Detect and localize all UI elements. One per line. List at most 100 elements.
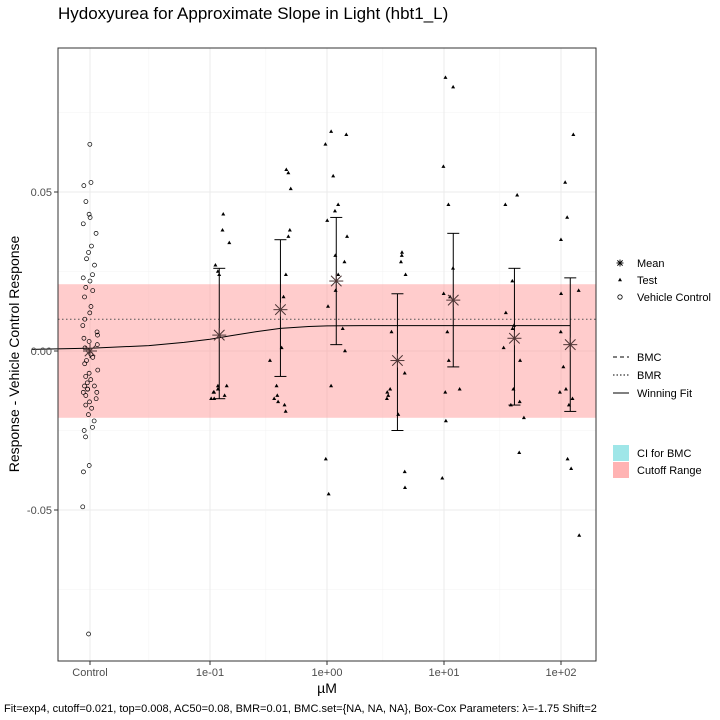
vehicle-control-point: [95, 367, 101, 373]
test-point: [440, 476, 445, 480]
vehicle-control-point: [83, 393, 89, 398]
mean-marker: [563, 337, 578, 352]
mean-marker: [507, 331, 522, 346]
test-point: [576, 288, 581, 292]
mean-marker: [212, 328, 227, 343]
test-point: [344, 132, 349, 137]
vehicle-control-point: [81, 469, 86, 475]
vehicle-control-point: [90, 272, 95, 278]
test-point: [211, 390, 216, 394]
test-point: [287, 227, 292, 232]
test-point: [323, 456, 328, 461]
vehicle-control-point: [83, 434, 88, 440]
test-point: [286, 170, 291, 175]
test-point: [267, 358, 272, 362]
test-point: [441, 164, 446, 168]
test-point: [403, 272, 408, 276]
test-point: [563, 180, 568, 184]
test-point: [510, 326, 515, 331]
vehicle-control-point: [90, 424, 95, 430]
test-point: [286, 234, 291, 238]
test-point: [329, 383, 334, 388]
vehicle-control-point: [83, 285, 89, 290]
vehicle-control-point: [88, 304, 94, 309]
test-point: [384, 396, 389, 400]
vehicle-control-point: [86, 463, 92, 468]
y-axis-label: Response - Vehicle Control Response: [6, 235, 22, 472]
test-point: [451, 84, 456, 89]
test-point: [345, 234, 350, 238]
vehicle-control-point: [88, 180, 94, 185]
vehicle-control-point: [81, 335, 87, 341]
x-tick-label: 1e-01: [196, 667, 224, 679]
vehicle-control-point: [87, 278, 93, 284]
vehicle-control-point: [87, 215, 93, 220]
vehicle-control-point: [90, 355, 96, 360]
test-point: [445, 329, 450, 334]
control-mean-marker: [83, 344, 97, 358]
test-point: [329, 129, 334, 133]
test-point: [282, 402, 287, 407]
vehicle-control-point: [92, 262, 97, 268]
vehicle-control-point: [86, 412, 91, 417]
vehicle-control-point: [86, 631, 91, 637]
test-point: [443, 390, 448, 394]
x-tick-label: 1e+00: [312, 667, 343, 679]
vehicle-control-point: [82, 316, 88, 322]
vehicle-control-point: [86, 250, 91, 255]
test-point: [443, 75, 448, 79]
vehicle-control-point: [87, 399, 92, 405]
cutoff-range-band: [58, 284, 596, 418]
test-point: [209, 396, 214, 400]
test-point: [510, 278, 515, 283]
test-point: [402, 371, 407, 375]
test-point: [342, 348, 347, 353]
legend-line-label: BMR: [637, 370, 662, 382]
vehicle-control-point: [80, 504, 86, 510]
vehicle-control-point: [93, 230, 99, 236]
test-point: [515, 192, 520, 197]
vehicle-control-point: [86, 370, 92, 376]
x-axis-ticks: Control 1e-01 1e+00 1e+01 1e+02: [72, 661, 576, 679]
test-point: [388, 386, 393, 391]
vehicle-control-point: [88, 377, 94, 382]
vehicle-control-point: [89, 405, 94, 411]
test-point: [331, 173, 336, 178]
vehicle-control-point: [92, 383, 97, 389]
test-point: [443, 418, 448, 423]
test-point: [570, 396, 575, 400]
test-point: [336, 202, 341, 207]
test-point: [559, 291, 564, 296]
test-point: [398, 259, 403, 264]
test-point: [283, 409, 288, 413]
vehicle-control-point: [83, 374, 89, 379]
legend-shape-label: Vehicle Control: [637, 292, 711, 304]
test-point: [386, 393, 391, 397]
test-point: [441, 291, 446, 296]
test-point: [563, 386, 568, 391]
test-point: [284, 167, 289, 172]
mean-marker: [446, 293, 461, 308]
test-point: [501, 345, 506, 350]
test-point: [503, 202, 508, 207]
x-axis-label: µM: [317, 680, 337, 696]
vehicle-control-point: [84, 380, 90, 386]
vehicle-control-point: [86, 211, 92, 217]
vehicle-control-point: [86, 339, 92, 344]
vehicle-control-point: [81, 183, 87, 188]
x-tick-label: 1e+01: [429, 667, 460, 679]
legend-fill-label: Cutoff Range: [637, 465, 702, 477]
vehicle-control-point: [95, 332, 100, 338]
mean-marker: [329, 274, 344, 289]
vehicle-control-point: [81, 428, 87, 433]
vehicle-control-point: [80, 221, 86, 227]
test-point: [517, 450, 522, 455]
legend-vehicle-icon: [617, 294, 623, 300]
legend-fill-swatch: [613, 445, 629, 461]
test-point: [571, 132, 576, 137]
vehicle-control-point: [94, 389, 100, 395]
y-tick-label: -0.05: [27, 505, 52, 517]
x-tick-label: Control: [72, 667, 107, 679]
vehicle-control-point: [90, 288, 96, 293]
